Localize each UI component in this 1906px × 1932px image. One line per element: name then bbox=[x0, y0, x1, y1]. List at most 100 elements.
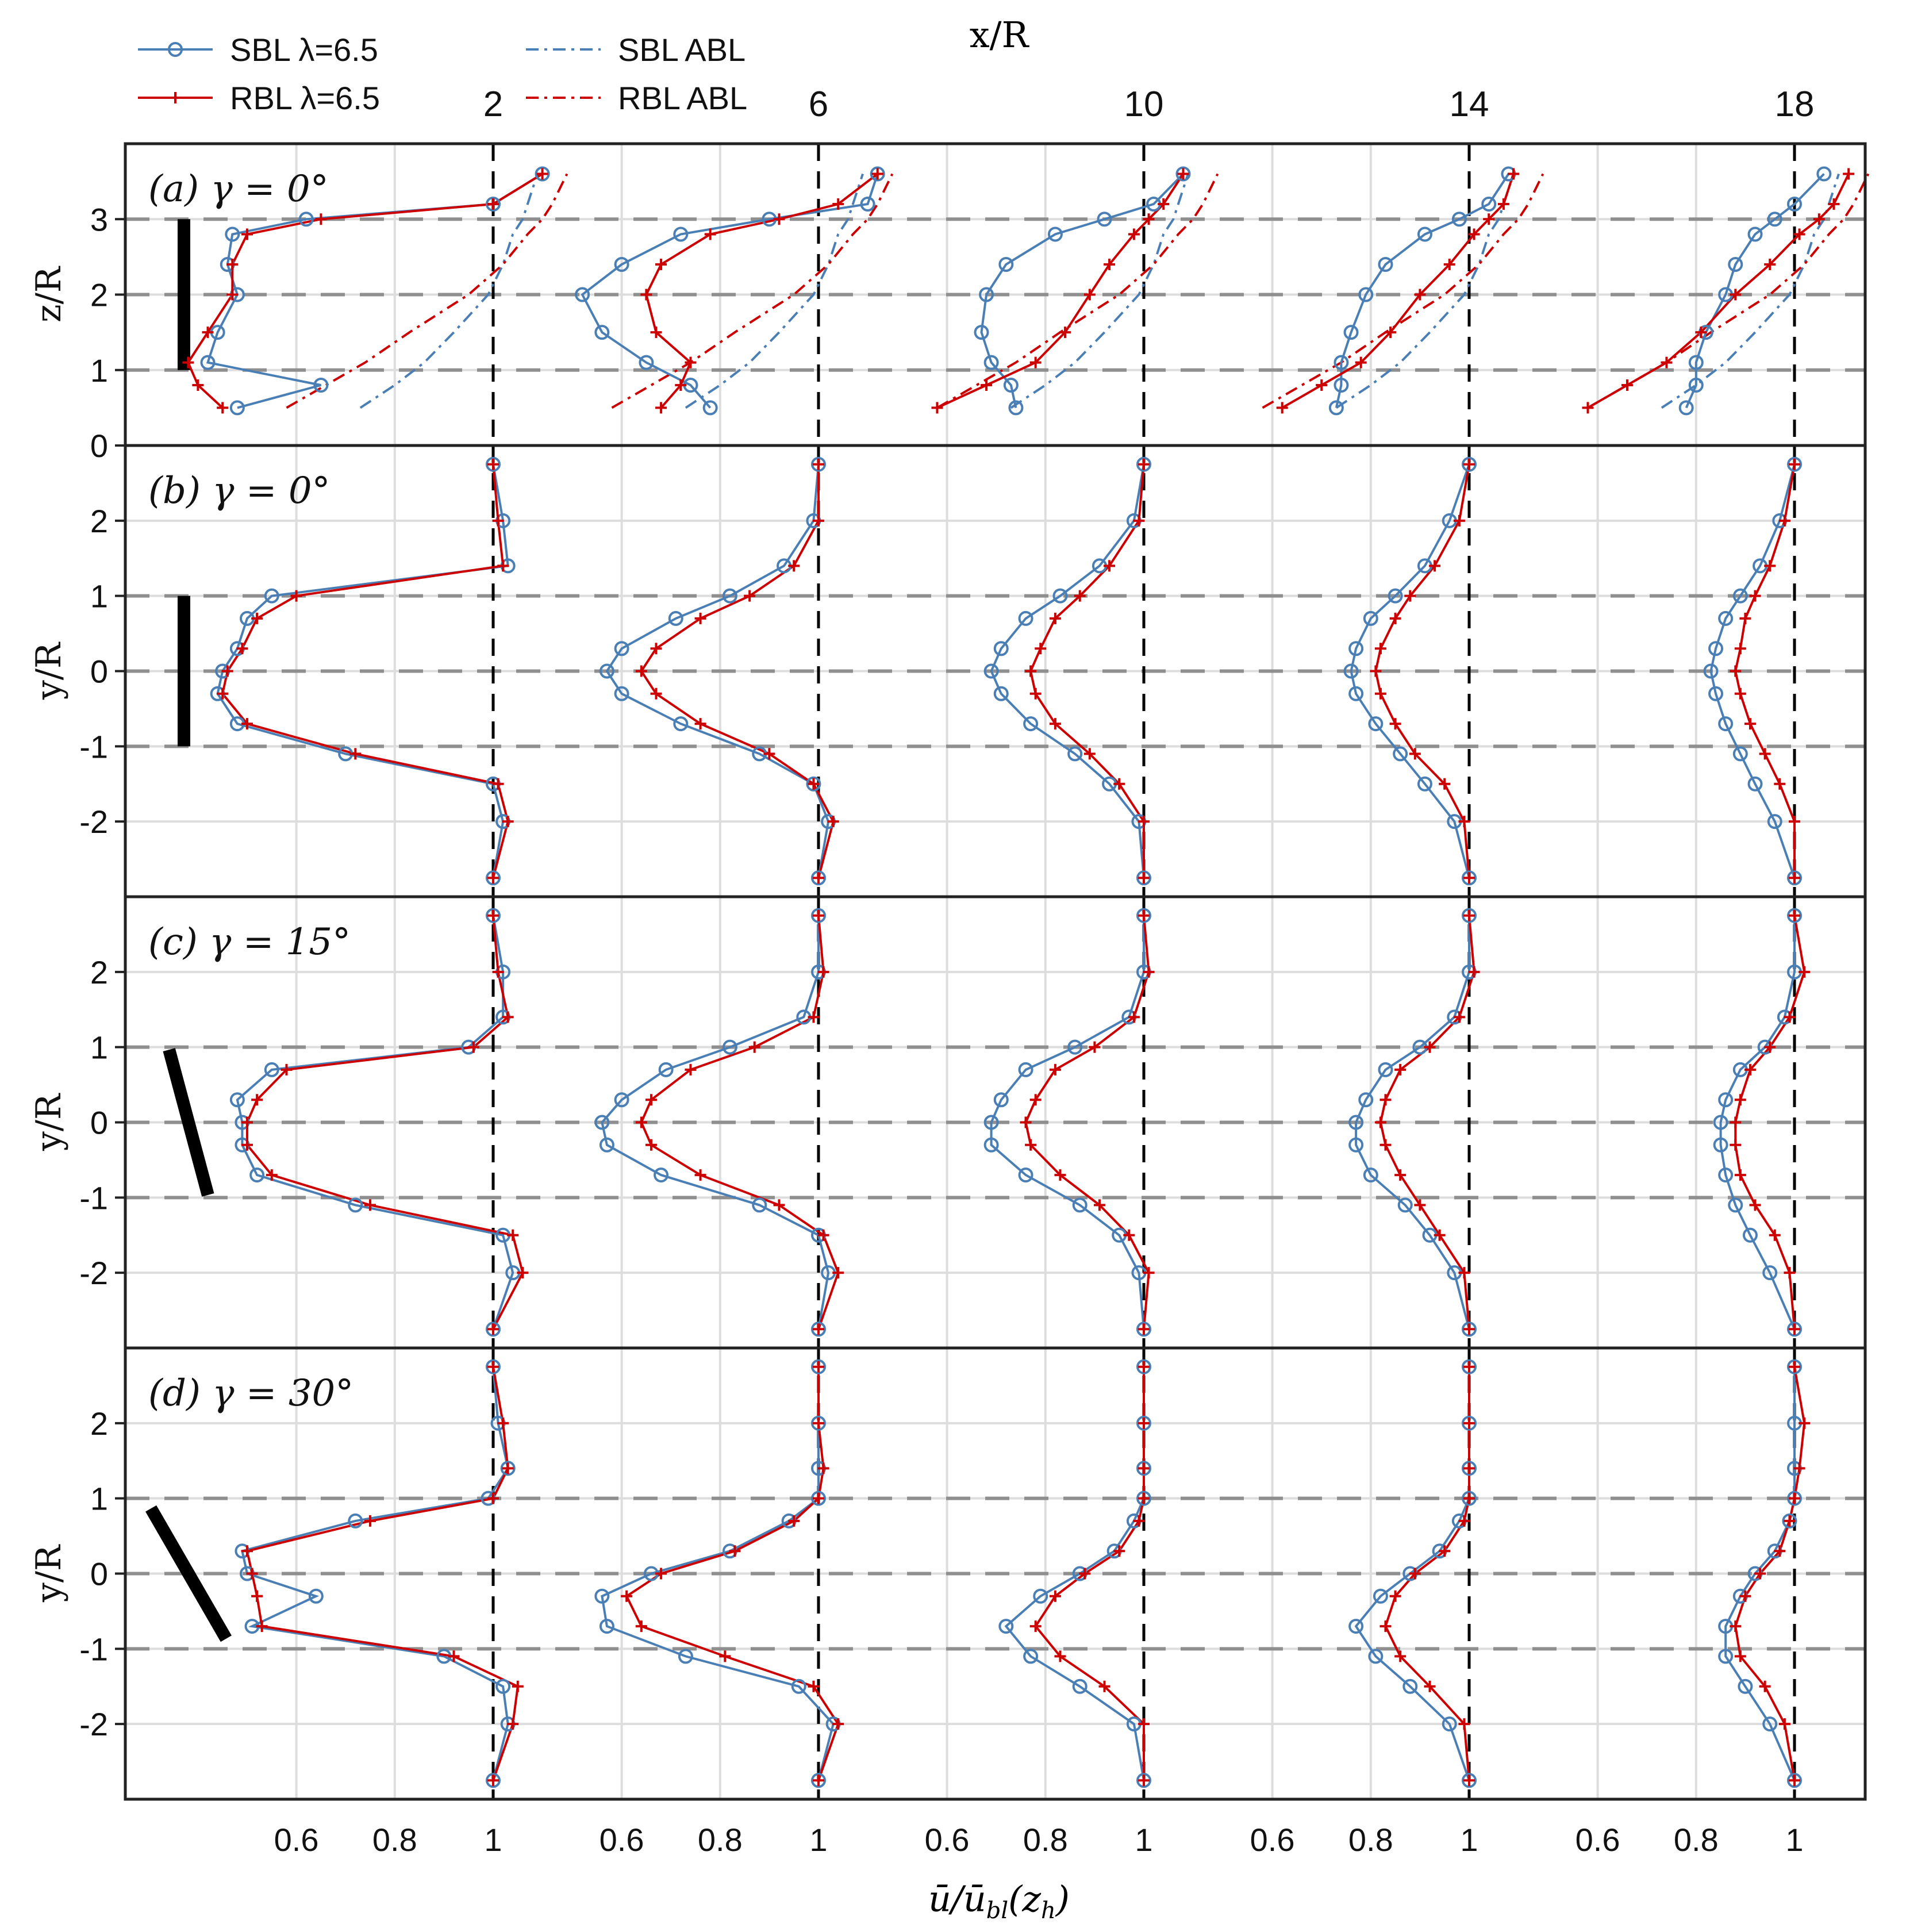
rbl-point bbox=[217, 687, 229, 700]
sbl-point bbox=[1343, 663, 1359, 679]
rbl-point bbox=[1764, 259, 1776, 270]
rbl-point bbox=[1739, 1590, 1751, 1602]
sbl-point bbox=[1018, 1167, 1033, 1183]
sbl-point bbox=[993, 641, 1009, 656]
rbl-point bbox=[1661, 356, 1673, 368]
rbl-point bbox=[502, 1011, 514, 1023]
sbl-point bbox=[614, 257, 629, 272]
sbl-point bbox=[791, 1679, 806, 1694]
rbl-point bbox=[1754, 1568, 1766, 1580]
sbl-point bbox=[722, 1039, 737, 1055]
sbl-point bbox=[1417, 226, 1432, 242]
rbl-point bbox=[536, 168, 548, 180]
rbl-point bbox=[1029, 1620, 1042, 1633]
sbl-wake-line bbox=[1685, 173, 1825, 409]
rbl-point bbox=[1458, 1718, 1470, 1730]
rbl-point bbox=[1789, 1492, 1800, 1504]
sbl-point bbox=[654, 1167, 669, 1183]
sbl-point bbox=[1816, 166, 1832, 182]
rbl-point bbox=[1370, 665, 1382, 677]
rbl-point bbox=[487, 1492, 499, 1504]
sbl-point bbox=[298, 212, 314, 227]
rbl-point bbox=[364, 1515, 376, 1527]
rbl-point bbox=[832, 1267, 844, 1279]
rbl-point bbox=[1098, 1680, 1110, 1692]
rbl-point bbox=[1394, 1063, 1407, 1076]
rbl-point bbox=[1074, 590, 1086, 602]
rbl-point bbox=[236, 643, 248, 655]
rbl-point bbox=[813, 1492, 824, 1504]
sbl-point bbox=[1718, 1167, 1734, 1183]
sbl-point bbox=[594, 1115, 610, 1130]
rbl-point bbox=[788, 560, 800, 572]
rbl-point bbox=[817, 1462, 829, 1474]
sbl-point bbox=[348, 1513, 363, 1528]
rbl-point bbox=[1429, 560, 1441, 572]
rbl-point bbox=[217, 402, 229, 414]
bottom-axis-label: ū/ūbl(zh) bbox=[928, 1878, 1070, 1924]
sbl-point bbox=[870, 166, 885, 182]
rbl-point bbox=[1828, 198, 1840, 210]
sbl-point bbox=[249, 1167, 265, 1183]
rbl-point bbox=[1778, 514, 1790, 527]
rbl-point bbox=[1049, 612, 1061, 624]
sbl-point bbox=[1358, 287, 1374, 302]
rbl-point bbox=[1394, 1650, 1407, 1662]
sbl-point bbox=[1003, 378, 1019, 393]
rbl-point bbox=[1793, 228, 1805, 240]
sbl-point bbox=[348, 1197, 363, 1213]
rbl-point bbox=[1138, 1462, 1150, 1474]
rbl-point bbox=[1764, 560, 1776, 572]
rbl-point bbox=[507, 1229, 519, 1241]
sbl-point bbox=[500, 1461, 516, 1476]
rbl-point bbox=[1079, 1568, 1091, 1580]
sbl-point bbox=[1136, 1773, 1151, 1788]
sbl-point bbox=[974, 325, 989, 340]
sbl-point bbox=[486, 1322, 501, 1337]
rbl-point bbox=[827, 816, 839, 828]
sbl-point bbox=[993, 686, 1009, 701]
sbl-point bbox=[1328, 400, 1344, 416]
rbl-point bbox=[1113, 778, 1125, 790]
sbl-point bbox=[811, 870, 826, 886]
rbl-point bbox=[981, 379, 993, 391]
rbl-point bbox=[1463, 872, 1475, 884]
rbl-point bbox=[1730, 665, 1742, 677]
y-tick-label: -2 bbox=[79, 804, 108, 840]
rbl-point bbox=[1049, 1590, 1061, 1602]
rbl-point bbox=[675, 379, 687, 391]
sbl-point bbox=[1718, 610, 1734, 626]
rbl-point bbox=[1104, 560, 1116, 572]
rbl-point bbox=[1434, 1229, 1446, 1241]
rbl-point bbox=[1054, 1169, 1066, 1181]
sbl-point bbox=[1462, 1461, 1477, 1476]
sbl-point bbox=[1334, 378, 1349, 393]
rbl-point bbox=[1458, 1267, 1470, 1279]
legend-marker-sbl_tsr bbox=[168, 42, 183, 57]
sbl-point bbox=[1023, 716, 1039, 732]
y-axis-label: y/R bbox=[29, 1544, 69, 1603]
rbl-point bbox=[448, 1650, 460, 1662]
rbl-point bbox=[1158, 198, 1170, 210]
sbl-point bbox=[1052, 588, 1068, 604]
rbl-point bbox=[1316, 379, 1328, 391]
rbl-point bbox=[621, 1590, 633, 1602]
sbl-point bbox=[486, 1773, 501, 1788]
y-tick-label: -1 bbox=[79, 728, 108, 765]
sbl-abl-line bbox=[1335, 173, 1515, 409]
rbl-point bbox=[640, 289, 652, 301]
y-tick-label: -2 bbox=[79, 1255, 108, 1291]
rbl-point bbox=[650, 643, 662, 655]
rbl-point bbox=[364, 1199, 376, 1211]
sbl-point bbox=[486, 197, 501, 212]
sbl-point bbox=[614, 686, 629, 701]
panel-b: -2 -1 0 1 2 y/R (b) γ = 0° bbox=[29, 444, 1867, 898]
sbl-point bbox=[1136, 1491, 1151, 1506]
y-tick-label: 3 bbox=[90, 201, 108, 237]
rbl-point bbox=[1049, 718, 1061, 730]
y-tick-label: 2 bbox=[90, 954, 108, 990]
sbl-point bbox=[264, 1062, 279, 1077]
sbl-point bbox=[594, 1588, 610, 1604]
sbl-point bbox=[998, 1619, 1014, 1634]
rbl-point bbox=[1749, 1199, 1761, 1211]
